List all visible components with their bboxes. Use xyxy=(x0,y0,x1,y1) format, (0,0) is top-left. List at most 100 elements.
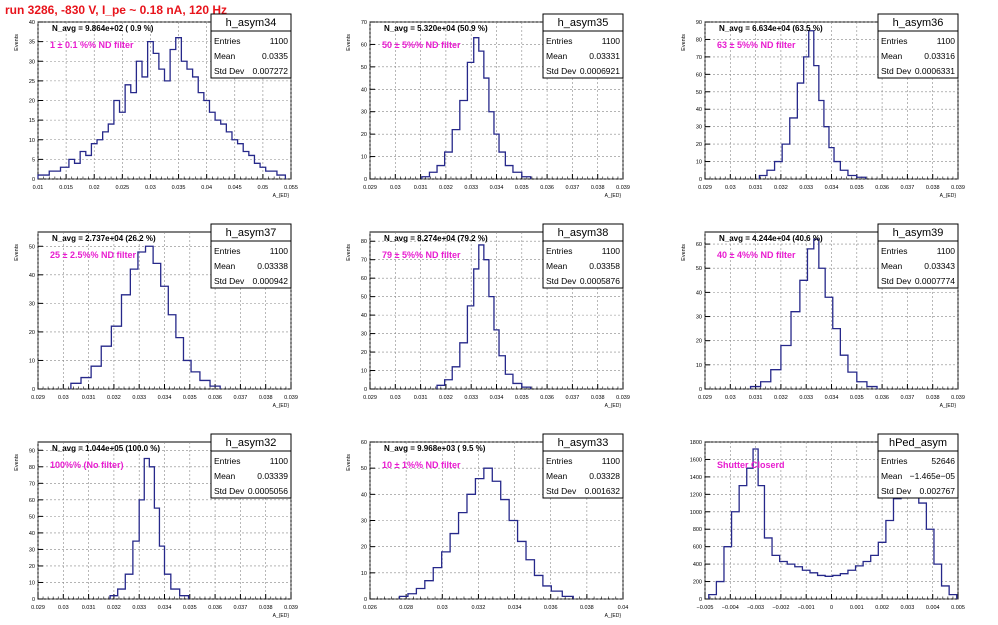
histogram-steps xyxy=(37,37,287,179)
navg-label: N_avg = 1.044e+05 (100.0 %) xyxy=(52,444,160,453)
y-tick-label: 90 xyxy=(696,20,702,26)
x-tick-label: −0.001 xyxy=(798,605,815,611)
y-tick-label: 60 xyxy=(361,276,367,282)
histogram-panel: 0.029 0.03 0.031 0.032 0.033 0.034 0.035 0.036 0… xyxy=(681,223,965,409)
x-tick-label: 0.03 xyxy=(390,185,401,191)
y-tick-label: 30 xyxy=(29,547,35,553)
x-tick-label: 0.039 xyxy=(616,185,630,191)
x-tick-label: 0 xyxy=(830,605,833,611)
histogram-name: hPed_asym xyxy=(889,437,947,449)
stats-label: Mean xyxy=(214,261,236,271)
x-tick-label: 0.003 xyxy=(901,605,915,611)
filter-annotation: 79 ± 5%% ND filter xyxy=(382,250,461,260)
y-tick-label: 1200 xyxy=(690,492,702,498)
x-tick-label: 0.033 xyxy=(464,185,478,191)
stats-entries: 1100 xyxy=(602,456,621,466)
histogram-panel: 0.029 0.03 0.031 0.032 0.033 0.034 0.035 0.036 0… xyxy=(14,223,298,409)
y-tick-label: 10 xyxy=(361,369,367,375)
x-axis-title: A_{ED} xyxy=(273,613,290,619)
x-tick-label: 0.031 xyxy=(82,605,96,611)
x-tick-label: 0.036 xyxy=(540,395,554,401)
x-tick-label: 0.036 xyxy=(208,395,222,401)
x-tick-label: 0.031 xyxy=(414,185,428,191)
y-tick-label: 30 xyxy=(361,110,367,116)
y-tick-label: 10 xyxy=(361,155,367,161)
x-tick-label: 0.029 xyxy=(698,395,712,401)
stats-box xyxy=(542,30,624,79)
y-tick-label: 20 xyxy=(361,545,367,551)
y-tick-label: 200 xyxy=(693,580,702,586)
x-tick-label: 0.028 xyxy=(399,605,413,611)
stats-entries: 1100 xyxy=(270,246,289,256)
stats-mean: 0.03338 xyxy=(257,261,288,271)
stats-label: Entries xyxy=(881,36,907,46)
y-tick-label: 30 xyxy=(29,301,35,307)
stats-entries: 1100 xyxy=(602,246,621,256)
y-tick-label: 10 xyxy=(29,580,35,586)
stats-label: Entries xyxy=(546,456,572,466)
x-tick-label: 0.037 xyxy=(901,185,915,191)
stats-box xyxy=(877,240,959,289)
stats-entries: 1100 xyxy=(270,456,289,466)
filter-annotation: 10 ± 1%% ND filter xyxy=(382,460,461,470)
x-tick-label: 0.035 xyxy=(183,605,197,611)
y-tick-label: 20 xyxy=(29,330,35,336)
y-tick-label: 20 xyxy=(29,564,35,570)
filter-annotation: Shutter Closerd xyxy=(717,460,785,470)
x-tick-label: −0.005 xyxy=(697,605,714,611)
x-tick-label: 0.036 xyxy=(875,185,889,191)
y-tick-label: 0 xyxy=(699,597,702,603)
y-tick-label: 0 xyxy=(364,177,367,183)
histogram-steps xyxy=(398,467,574,599)
x-tick-label: 0.032 xyxy=(774,185,788,191)
y-tick-label: 1000 xyxy=(690,510,702,516)
x-tick-label: 0.034 xyxy=(158,605,172,611)
y-tick-label: 1800 xyxy=(690,440,702,446)
histogram-steps xyxy=(436,244,532,389)
stats-stddev: 0.001632 xyxy=(585,486,621,496)
y-tick-label: 70 xyxy=(29,481,35,487)
y-tick-label: 25 xyxy=(29,79,35,85)
y-tick-label: 40 xyxy=(696,290,702,296)
y-tick-label: 90 xyxy=(29,448,35,454)
x-tick-label: 0.037 xyxy=(566,395,580,401)
x-axis-title: A_{ED} xyxy=(605,193,622,199)
x-tick-label: 0.034 xyxy=(508,605,522,611)
y-tick-label: 70 xyxy=(696,55,702,61)
histogram-name: h_asym33 xyxy=(558,437,609,449)
y-tick-label: 1600 xyxy=(690,457,702,463)
x-tick-label: 0.037 xyxy=(901,395,915,401)
x-tick-label: 0.035 xyxy=(183,395,197,401)
y-tick-label: 800 xyxy=(693,527,702,533)
x-tick-label: 0.032 xyxy=(472,605,486,611)
x-tick-label: 0.038 xyxy=(259,395,273,401)
x-tick-label: −0.004 xyxy=(722,605,739,611)
y-tick-label: 0 xyxy=(364,597,367,603)
x-tick-label: 0.031 xyxy=(82,395,96,401)
x-tick-label: 0.026 xyxy=(363,605,377,611)
stats-box xyxy=(210,240,292,289)
stats-box xyxy=(542,450,624,499)
x-tick-label: 0.029 xyxy=(363,185,377,191)
x-tick-label: 0.03 xyxy=(145,185,156,191)
x-tick-label: 0.025 xyxy=(115,185,129,191)
stats-stddev: 0.002767 xyxy=(920,486,956,496)
x-axis-title: A_{ED} xyxy=(940,403,957,409)
histogram-panel: 0.026 0.028 0.03 0.032 0.034 0.036 0.038 0.04 0 1… xyxy=(346,433,628,619)
x-tick-label: 0.03 xyxy=(725,395,736,401)
stats-label: Entries xyxy=(881,246,907,256)
x-tick-label: 0.033 xyxy=(132,395,146,401)
y-tick-label: 0 xyxy=(32,177,35,183)
y-tick-label: 40 xyxy=(29,531,35,537)
y-tick-label: 60 xyxy=(361,42,367,48)
y-tick-label: 30 xyxy=(696,315,702,321)
stats-mean: 0.03358 xyxy=(589,261,620,271)
x-axis-title: A_{ED} xyxy=(273,403,290,409)
y-tick-label: 50 xyxy=(29,514,35,520)
filter-annotation: 25 ± 2.5%% ND filter xyxy=(50,250,136,260)
x-axis-title: A_{ED} xyxy=(940,193,957,199)
y-tick-label: 30 xyxy=(361,332,367,338)
stats-mean: 0.0335 xyxy=(262,51,288,61)
histogram-steps xyxy=(758,30,867,179)
stats-stddev: 0.000942 xyxy=(253,276,289,286)
